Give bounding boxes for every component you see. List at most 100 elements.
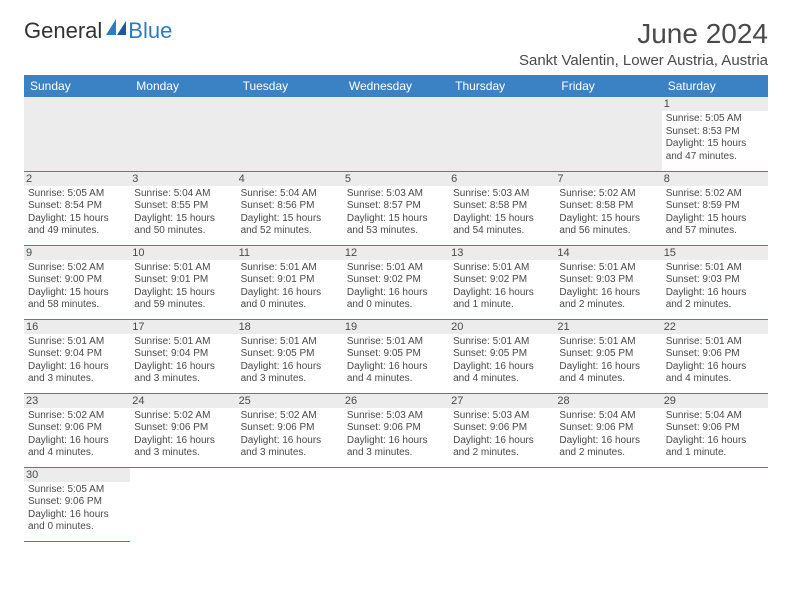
cell-daylight2: and 0 minutes.: [28, 521, 126, 534]
cell-sunrise: Sunrise: 5:01 AM: [666, 262, 764, 275]
day-number: 27: [449, 394, 555, 408]
cell-sunrise: Sunrise: 5:01 AM: [347, 336, 445, 349]
cell-sunset: Sunset: 9:06 PM: [241, 422, 339, 435]
cell-sunset: Sunset: 9:01 PM: [134, 274, 232, 287]
cell-sunset: Sunset: 9:06 PM: [28, 496, 126, 509]
calendar-cell: 15Sunrise: 5:01 AMSunset: 9:03 PMDayligh…: [662, 245, 768, 319]
cell-daylight1: Daylight: 16 hours: [28, 509, 126, 522]
cell-daylight1: Daylight: 16 hours: [453, 287, 551, 300]
calendar-cell: 14Sunrise: 5:01 AMSunset: 9:03 PMDayligh…: [555, 245, 661, 319]
cell-daylight1: Daylight: 16 hours: [134, 361, 232, 374]
day-header-row: Sunday Monday Tuesday Wednesday Thursday…: [24, 75, 768, 97]
calendar-cell: 12Sunrise: 5:01 AMSunset: 9:02 PMDayligh…: [343, 245, 449, 319]
calendar-cell: 13Sunrise: 5:01 AMSunset: 9:02 PMDayligh…: [449, 245, 555, 319]
calendar-cell: 17 Sunrise: 5:01 AMSunset: 9:04 PMDayligh…: [130, 319, 236, 393]
cell-daylight2: and 59 minutes.: [134, 299, 232, 312]
cell-sunset: Sunset: 8:54 PM: [28, 200, 126, 213]
calendar-cell: 6Sunrise: 5:03 AMSunset: 8:58 PMDaylight…: [449, 171, 555, 245]
cell-daylight1: Daylight: 16 hours: [347, 287, 445, 300]
cell-daylight2: and 4 minutes.: [347, 373, 445, 386]
calendar-cell: 21Sunrise: 5:01 AMSunset: 9:05 PMDayligh…: [555, 319, 661, 393]
calendar-cell: 23Sunrise: 5:02 AMSunset: 9:06 PMDayligh…: [24, 393, 130, 467]
cell-daylight1: Daylight: 15 hours: [559, 213, 657, 226]
cell-sunrise: Sunrise: 5:04 AM: [559, 410, 657, 423]
cell-sunset: Sunset: 8:53 PM: [666, 126, 764, 139]
cell-sunset: Sunset: 9:01 PM: [241, 274, 339, 287]
cell-sunrise: Sunrise: 5:05 AM: [28, 188, 126, 201]
logo-sail-icon: [106, 19, 128, 37]
day-number: 20: [449, 320, 555, 334]
cell-sunset: Sunset: 9:04 PM: [134, 348, 232, 361]
cell-sunset: Sunset: 8:58 PM: [559, 200, 657, 213]
day-number: 17: [130, 320, 236, 334]
cell-daylight2: and 4 minutes.: [28, 447, 126, 460]
cell-sunrise: Sunrise: 5:01 AM: [134, 336, 232, 349]
cell-daylight2: and 3 minutes.: [241, 373, 339, 386]
calendar-cell: 3Sunrise: 5:04 AMSunset: 8:55 PMDaylight…: [130, 171, 236, 245]
cell-daylight1: Daylight: 16 hours: [453, 361, 551, 374]
calendar-row: 2Sunrise: 5:05 AMSunset: 8:54 PMDaylight…: [24, 171, 768, 245]
cell-daylight2: and 3 minutes.: [347, 447, 445, 460]
location-text: Sankt Valentin, Lower Austria, Austria: [519, 52, 768, 69]
cell-sunrise: Sunrise: 5:05 AM: [666, 113, 764, 126]
cell-daylight1: Daylight: 15 hours: [347, 213, 445, 226]
cell-daylight2: and 4 minutes.: [559, 373, 657, 386]
cell-sunset: Sunset: 9:06 PM: [559, 422, 657, 435]
calendar-cell: [237, 97, 343, 171]
logo-text-general: General: [24, 18, 102, 44]
day-number: 30: [24, 468, 130, 482]
cell-daylight2: and 3 minutes.: [28, 373, 126, 386]
cell-daylight2: and 49 minutes.: [28, 225, 126, 238]
cell-sunrise: Sunrise: 5:04 AM: [666, 410, 764, 423]
day-header: Tuesday: [237, 75, 343, 97]
calendar-cell: 1Sunrise: 5:05 AMSunset: 8:53 PMDaylight…: [662, 97, 768, 171]
calendar-cell: 30Sunrise: 5:05 AMSunset: 9:06 PMDayligh…: [24, 467, 130, 541]
calendar-row: 9Sunrise: 5:02 AMSunset: 9:00 PMDaylight…: [24, 245, 768, 319]
day-number: 15: [662, 246, 768, 260]
day-number: 3: [130, 172, 236, 186]
cell-sunrise: Sunrise: 5:01 AM: [666, 336, 764, 349]
calendar-cell: 16Sunrise: 5:01 AMSunset: 9:04 PMDayligh…: [24, 319, 130, 393]
calendar-cell: [130, 467, 236, 541]
day-number: 7: [555, 172, 661, 186]
day-header: Sunday: [24, 75, 130, 97]
calendar-cell: 4Sunrise: 5:04 AMSunset: 8:56 PMDaylight…: [237, 171, 343, 245]
calendar-page: General Blue June 2024 Sankt Valentin, L…: [0, 0, 792, 560]
cell-daylight2: and 52 minutes.: [241, 225, 339, 238]
cell-sunrise: Sunrise: 5:01 AM: [28, 336, 126, 349]
calendar-cell: 19Sunrise: 5:01 AMSunset: 9:05 PMDayligh…: [343, 319, 449, 393]
cell-daylight2: and 1 minute.: [666, 447, 764, 460]
cell-sunset: Sunset: 8:59 PM: [666, 200, 764, 213]
day-number: 24: [130, 394, 236, 408]
cell-sunrise: Sunrise: 5:01 AM: [134, 262, 232, 275]
calendar-cell: [24, 97, 130, 171]
cell-sunrise: Sunrise: 5:04 AM: [134, 188, 232, 201]
day-number: 29: [662, 394, 768, 408]
month-title: June 2024: [519, 18, 768, 50]
cell-daylight2: and 56 minutes.: [559, 225, 657, 238]
cell-sunrise: Sunrise: 5:02 AM: [134, 410, 232, 423]
cell-sunset: Sunset: 8:55 PM: [134, 200, 232, 213]
calendar-cell: 29Sunrise: 5:04 AMSunset: 9:06 PMDayligh…: [662, 393, 768, 467]
cell-sunrise: Sunrise: 5:02 AM: [666, 188, 764, 201]
cell-daylight1: Daylight: 16 hours: [559, 287, 657, 300]
calendar-cell: 10Sunrise: 5:01 AMSunset: 9:01 PMDayligh…: [130, 245, 236, 319]
cell-daylight1: Daylight: 15 hours: [241, 213, 339, 226]
calendar-row: 16Sunrise: 5:01 AMSunset: 9:04 PMDayligh…: [24, 319, 768, 393]
cell-daylight2: and 54 minutes.: [453, 225, 551, 238]
cell-sunrise: Sunrise: 5:01 AM: [559, 336, 657, 349]
cell-sunset: Sunset: 9:05 PM: [241, 348, 339, 361]
calendar-row: 1Sunrise: 5:05 AMSunset: 8:53 PMDaylight…: [24, 97, 768, 171]
day-number: 10: [130, 246, 236, 260]
calendar-table: Sunday Monday Tuesday Wednesday Thursday…: [24, 75, 768, 542]
calendar-cell: 5Sunrise: 5:03 AMSunset: 8:57 PMDaylight…: [343, 171, 449, 245]
cell-sunset: Sunset: 8:56 PM: [241, 200, 339, 213]
cell-daylight1: Daylight: 16 hours: [347, 361, 445, 374]
cell-daylight1: Daylight: 16 hours: [28, 361, 126, 374]
cell-sunrise: Sunrise: 5:03 AM: [347, 188, 445, 201]
day-number: 1: [662, 97, 768, 111]
cell-daylight2: and 57 minutes.: [666, 225, 764, 238]
cell-sunset: Sunset: 9:03 PM: [559, 274, 657, 287]
cell-daylight1: Daylight: 16 hours: [666, 361, 764, 374]
calendar-cell: 7Sunrise: 5:02 AMSunset: 8:58 PMDaylight…: [555, 171, 661, 245]
